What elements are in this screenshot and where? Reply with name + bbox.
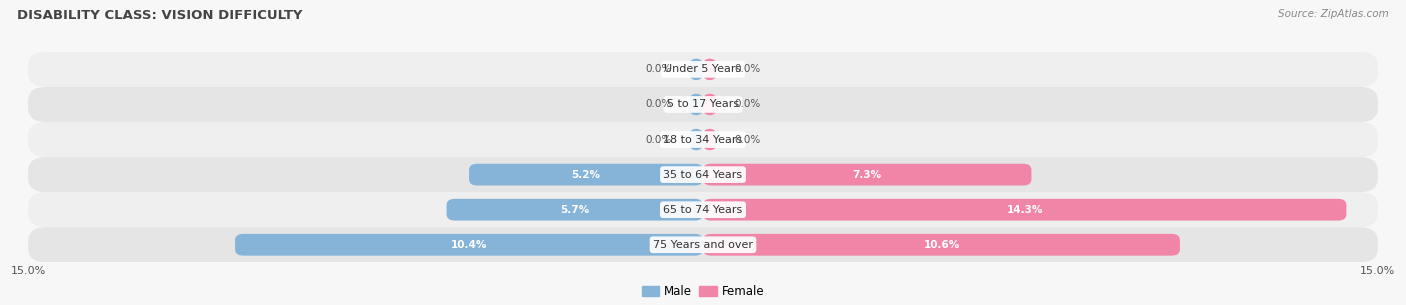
Text: Under 5 Years: Under 5 Years bbox=[665, 64, 741, 74]
Text: 0.0%: 0.0% bbox=[734, 64, 761, 74]
FancyBboxPatch shape bbox=[28, 227, 1378, 262]
Text: 14.3%: 14.3% bbox=[1007, 205, 1043, 215]
Text: 65 to 74 Years: 65 to 74 Years bbox=[664, 205, 742, 215]
FancyBboxPatch shape bbox=[689, 94, 703, 115]
FancyBboxPatch shape bbox=[703, 59, 717, 80]
Text: 5.7%: 5.7% bbox=[560, 205, 589, 215]
FancyBboxPatch shape bbox=[470, 164, 703, 185]
FancyBboxPatch shape bbox=[703, 129, 717, 150]
FancyBboxPatch shape bbox=[703, 199, 1347, 221]
FancyBboxPatch shape bbox=[703, 164, 1032, 185]
Text: 10.4%: 10.4% bbox=[451, 240, 488, 250]
FancyBboxPatch shape bbox=[28, 87, 1378, 122]
Text: 5 to 17 Years: 5 to 17 Years bbox=[666, 99, 740, 109]
Text: Source: ZipAtlas.com: Source: ZipAtlas.com bbox=[1278, 9, 1389, 19]
Text: 7.3%: 7.3% bbox=[852, 170, 882, 180]
Text: 75 Years and over: 75 Years and over bbox=[652, 240, 754, 250]
Text: 0.0%: 0.0% bbox=[734, 135, 761, 145]
Text: 0.0%: 0.0% bbox=[645, 99, 672, 109]
Legend: Male, Female: Male, Female bbox=[637, 280, 769, 303]
FancyBboxPatch shape bbox=[703, 234, 1180, 256]
Text: 10.6%: 10.6% bbox=[924, 240, 959, 250]
Text: 0.0%: 0.0% bbox=[645, 135, 672, 145]
FancyBboxPatch shape bbox=[689, 59, 703, 80]
FancyBboxPatch shape bbox=[28, 52, 1378, 87]
Text: 0.0%: 0.0% bbox=[734, 99, 761, 109]
Text: 18 to 34 Years: 18 to 34 Years bbox=[664, 135, 742, 145]
FancyBboxPatch shape bbox=[28, 122, 1378, 157]
FancyBboxPatch shape bbox=[28, 192, 1378, 227]
FancyBboxPatch shape bbox=[689, 129, 703, 150]
Text: 5.2%: 5.2% bbox=[571, 170, 600, 180]
FancyBboxPatch shape bbox=[703, 94, 717, 115]
FancyBboxPatch shape bbox=[447, 199, 703, 221]
Text: DISABILITY CLASS: VISION DIFFICULTY: DISABILITY CLASS: VISION DIFFICULTY bbox=[17, 9, 302, 22]
FancyBboxPatch shape bbox=[235, 234, 703, 256]
FancyBboxPatch shape bbox=[28, 157, 1378, 192]
Text: 0.0%: 0.0% bbox=[645, 64, 672, 74]
Text: 35 to 64 Years: 35 to 64 Years bbox=[664, 170, 742, 180]
